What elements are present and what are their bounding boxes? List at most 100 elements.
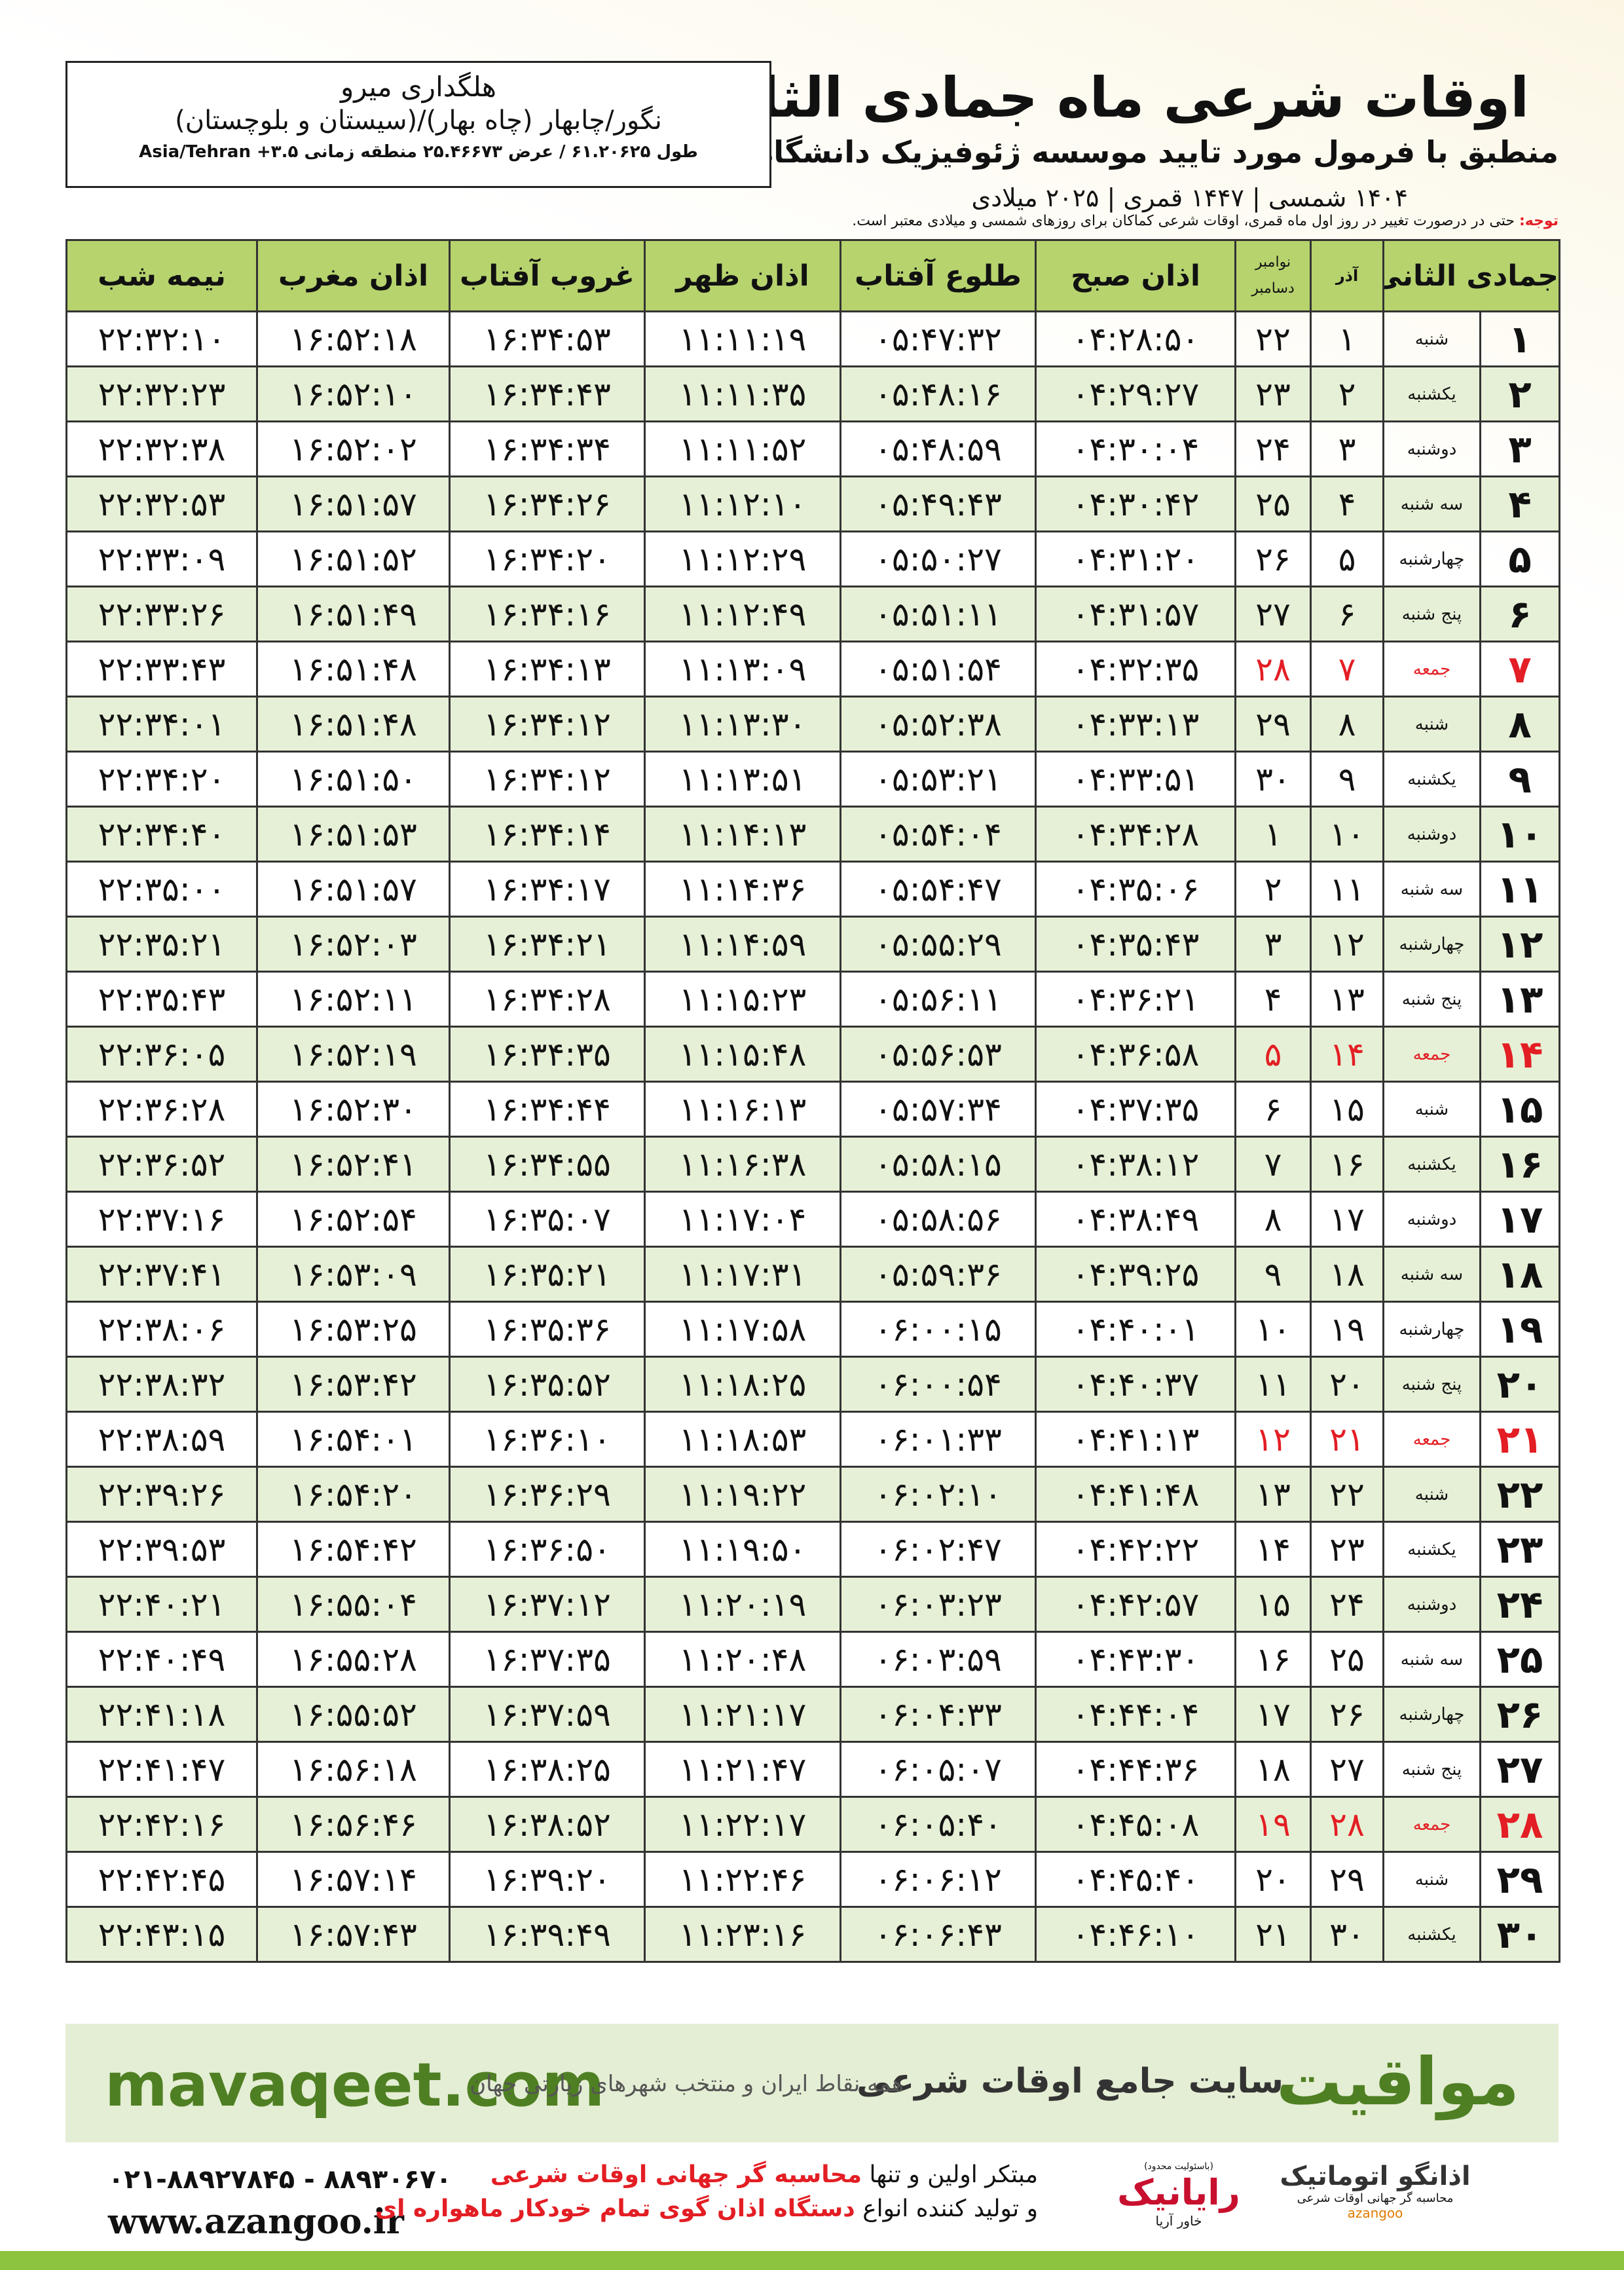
sunrise: ۰۶:۰۶:۱۲ <box>840 1851 1037 1908</box>
sunrise: ۰۶:۰۲:۱۰ <box>840 1466 1037 1523</box>
azar-day: ۱۴ <box>1310 1026 1384 1083</box>
dhuhr: ۱۱:۱۱:۱۹ <box>644 310 841 367</box>
fajr: ۰۴:۳۵:۴۳ <box>1035 916 1236 973</box>
midnight: ۲۲:۳۶:۰۵ <box>65 1026 258 1083</box>
sunset: ۱۶:۳۶:۱۰ <box>449 1411 646 1468</box>
column-header: غروب آفتاب <box>449 239 646 312</box>
footer-line: و تولید کننده انواع دستگاه اذان گوی تمام… <box>375 2195 1038 2222</box>
maghrib: ۱۶:۵۷:۴۳ <box>256 1906 451 1963</box>
web-url[interactable]: www.azangoo.ir <box>108 2202 404 2242</box>
dhuhr: ۱۱:۱۹:۲۲ <box>644 1466 841 1523</box>
table-row: ۲۶ چهارشنبه ۲۶ ۱۷ ۰۴:۴۴:۰۴ ۰۶:۰۴:۳۳ ۱۱:۲۱:۱۷ ۱۶… <box>65 1686 1561 1743</box>
sunset: ۱۶:۳۴:۲۰ <box>449 530 646 587</box>
azar-day: ۷ <box>1310 641 1384 698</box>
sunset: ۱۶:۳۴:۵۳ <box>449 310 646 367</box>
midnight: ۲۲:۳۹:۲۶ <box>65 1466 258 1523</box>
sunrise: ۰۵:۵۶:۱۱ <box>840 971 1037 1028</box>
text: (باسئولیت محدود) <box>1144 2161 1213 2172</box>
logo-azangoo: اذانگو اتوماتیک محاسبه گر جهانی اوقات شر… <box>1264 2161 1486 2221</box>
table-row: ۲۱ جمعه ۲۱ ۱۲ ۰۴:۴۱:۱۳ ۰۶:۰۱:۳۳ ۱۱:۱۸:۵۳ ۱۶:۳۶:… <box>65 1411 1561 1468</box>
maghrib: ۱۶:۵۲:۴۱ <box>256 1136 451 1193</box>
text: محاسبه گر جهانی اوقات شرعی <box>490 2161 862 2188</box>
column-header: طلوع آفتاب <box>840 239 1037 312</box>
dates: ۱۴۰۴ شمسی | ۱۴۴۷ قمری | ۲۰۲۵ میلادی <box>971 183 1408 212</box>
hijri-day: ۲۵ <box>1479 1631 1561 1688</box>
dhuhr: ۱۱:۱۹:۵۰ <box>644 1521 841 1578</box>
sunrise: ۰۵:۵۱:۵۴ <box>840 641 1037 698</box>
banner: mavaqeet.com مواقیت سایت جامع اوقات شرعی… <box>65 2024 1559 2142</box>
sunset: ۱۶:۳۵:۳۶ <box>449 1301 646 1358</box>
gregorian-day: ۲۷ <box>1234 586 1312 642</box>
bottom-bar <box>0 2251 1624 2270</box>
column-header: اذان ظهر <box>644 239 841 312</box>
dhuhr: ۱۱:۱۳:۰۹ <box>644 641 841 698</box>
weekday: یکشنبه <box>1382 365 1482 422</box>
maghrib: ۱۶:۵۳:۰۹ <box>256 1246 451 1303</box>
maghrib: ۱۶:۵۶:۱۸ <box>256 1741 451 1798</box>
fajr: ۰۴:۴۲:۵۷ <box>1035 1576 1236 1633</box>
weekday: دوشنبه <box>1382 1191 1482 1248</box>
sunrise: ۰۵:۵۳:۲۱ <box>840 751 1037 808</box>
weekday: پنج شنبه <box>1382 586 1482 642</box>
azar-day: ۱ <box>1310 310 1384 367</box>
sunset: ۱۶:۳۴:۲۶ <box>449 475 646 532</box>
maghrib: ۱۶:۵۳:۴۲ <box>256 1356 451 1413</box>
gregorian-day: ۲۶ <box>1234 530 1312 587</box>
gregorian-day: ۱۳ <box>1234 1466 1312 1523</box>
azar-day: ۲ <box>1310 365 1384 422</box>
location-region: نگور/چابهار (چاه بهار)/(سیستان و بلوچستا… <box>175 105 662 136</box>
dhuhr: ۱۱:۲۲:۱۷ <box>644 1796 841 1853</box>
sunset: ۱۶:۳۴:۱۷ <box>449 861 646 918</box>
weekday: چهارشنبه <box>1382 1301 1482 1358</box>
dhuhr: ۱۱:۲۰:۴۸ <box>644 1631 841 1688</box>
column-header-top: نوامبر <box>1255 254 1291 270</box>
hijri-day: ۱۹ <box>1479 1301 1561 1358</box>
hijri-day: ۲۹ <box>1479 1851 1561 1908</box>
gregorian-day: ۲۵ <box>1234 475 1312 532</box>
fajr: ۰۴:۴۱:۱۳ <box>1035 1411 1236 1468</box>
weekday: پنج شنبه <box>1382 971 1482 1028</box>
coverage: همه نقاط ایران و منتخب شهرهای زیارتی جها… <box>470 2071 904 2097</box>
midnight: ۲۲:۴۲:۴۵ <box>65 1851 258 1908</box>
midnight: ۲۲:۳۸:۰۶ <box>65 1301 258 1358</box>
gregorian-day: ۱۵ <box>1234 1576 1312 1633</box>
midnight: ۲۲:۳۴:۲۰ <box>65 751 258 808</box>
table-row: ۴ سه شنبه ۴ ۲۵ ۰۴:۳۰:۴۲ ۰۵:۴۹:۴۳ ۱۱:۱۲:۱۰ ۱۶:۳۴… <box>65 475 1561 532</box>
midnight: ۲۲:۳۶:۲۸ <box>65 1081 258 1138</box>
table-row: ۳۰ یکشنبه ۳۰ ۲۱ ۰۴:۴۶:۱۰ ۰۶:۰۶:۴۳ ۱۱:۲۳:۱۶ ۱۶:۳… <box>65 1906 1561 1963</box>
site-url[interactable]: mavaqeet.com <box>105 2050 605 2120</box>
midnight: ۲۲:۴۰:۴۹ <box>65 1631 258 1688</box>
gregorian-day: ۱۲ <box>1234 1411 1312 1468</box>
dhuhr: ۱۱:۱۷:۰۴ <box>644 1191 841 1248</box>
weekday: یکشنبه <box>1382 751 1482 808</box>
dhuhr: ۱۱:۲۳:۱۶ <box>644 1906 841 1963</box>
dhuhr: ۱۱:۲۱:۴۷ <box>644 1741 841 1798</box>
midnight: ۲۲:۳۲:۱۰ <box>65 310 258 367</box>
table-row: ۱۳ پنج شنبه ۱۳ ۴ ۰۴:۳۶:۲۱ ۰۵:۵۶:۱۱ ۱۱:۱۵:۲۳ ۱۶:… <box>65 971 1561 1028</box>
hijri-day: ۲۱ <box>1479 1411 1561 1468</box>
maghrib: ۱۶:۵۵:۲۸ <box>256 1631 451 1688</box>
location-name: هلگداری میرو <box>340 71 497 103</box>
weekday: جمعه <box>1382 1411 1482 1468</box>
gregorian-day: ۸ <box>1234 1191 1312 1248</box>
fajr: ۰۴:۳۸:۱۲ <box>1035 1136 1236 1193</box>
sunrise: ۰۵:۴۷:۳۲ <box>840 310 1037 367</box>
title: اوقات شرعی ماه جمادی الثانی <box>684 65 1529 130</box>
azar-day: ۱۵ <box>1310 1081 1384 1138</box>
gregorian-day: ۱۰ <box>1234 1301 1312 1358</box>
weekday: سه شنبه <box>1382 861 1482 918</box>
gregorian-day: ۳۰ <box>1234 751 1312 808</box>
subtitle: منطبق با فرمول مورد تایید موسسه ژئوفیزیک… <box>659 134 1559 170</box>
column-header: آذر <box>1310 239 1384 312</box>
location-box: هلگداری میرو نگور/چابهار (چاه بهار)/(سیس… <box>65 61 771 188</box>
weekday: شنبه <box>1382 1081 1482 1138</box>
sunset: ۱۶:۳۹:۴۹ <box>449 1906 646 1963</box>
column-header: جمادی الثانی <box>1382 239 1561 312</box>
table-row: ۲۰ پنج شنبه ۲۰ ۱۱ ۰۴:۴۰:۳۷ ۰۶:۰۰:۵۴ ۱۱:۱۸:۲۵ ۱۶… <box>65 1356 1561 1413</box>
table-row: ۲۳ یکشنبه ۲۳ ۱۴ ۰۴:۴۲:۲۲ ۰۶:۰۲:۴۷ ۱۱:۱۹:۵۰ ۱۶:۳… <box>65 1521 1561 1578</box>
midnight: ۲۲:۳۷:۱۶ <box>65 1191 258 1248</box>
text: محاسبه گر جهانی اوقات شرعی <box>1297 2191 1454 2205</box>
table-row: ۲۴ دوشنبه ۲۴ ۱۵ ۰۴:۴۲:۵۷ ۰۶:۰۳:۲۳ ۱۱:۲۰:۱۹ ۱۶:۳… <box>65 1576 1561 1633</box>
weekday: شنبه <box>1382 1466 1482 1523</box>
hijri-day: ۵ <box>1479 530 1561 587</box>
